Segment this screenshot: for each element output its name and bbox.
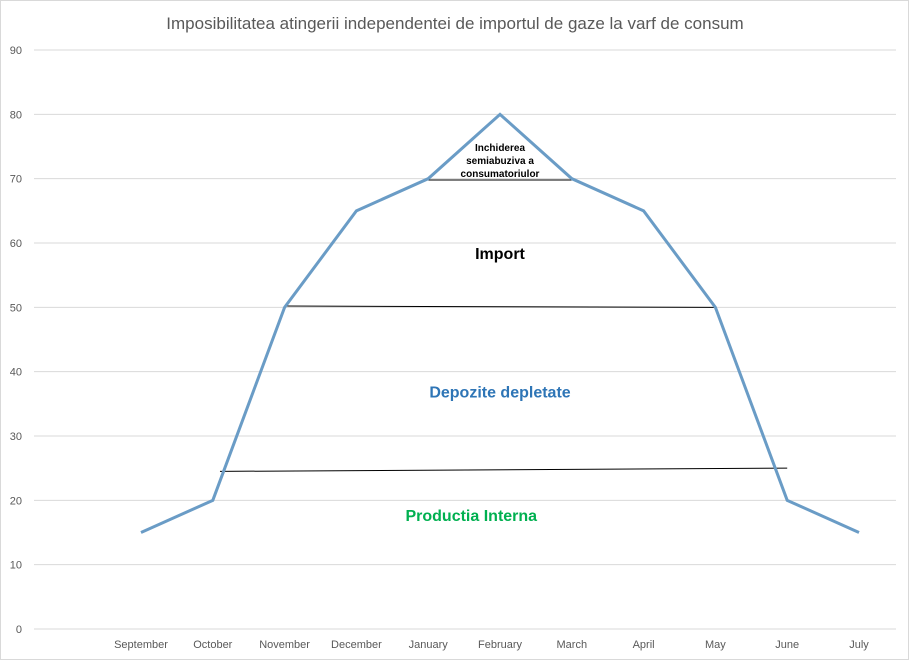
series-line-1	[140, 112, 860, 534]
series-layer	[140, 112, 860, 534]
y-tick-label: 30	[10, 431, 22, 443]
reference-line-2	[284, 305, 716, 308]
y-axis-tick-labels: 0 10 20 30 40 50 60 70 80 90	[10, 45, 22, 636]
annotation-line: consumatoriulor	[461, 169, 540, 180]
y-tick-label: 80	[10, 109, 22, 121]
y-tick-label: 0	[16, 624, 22, 636]
annotation-line: Import	[475, 246, 525, 263]
y-tick-label: 90	[10, 45, 22, 57]
x-tick-label: September	[114, 639, 168, 651]
x-tick-label: April	[633, 639, 655, 651]
y-tick-label: 50	[10, 302, 22, 314]
annotation-line: Inchiderea	[475, 143, 525, 154]
x-tick-label: November	[259, 639, 310, 651]
reference-lines	[219, 179, 788, 472]
annotation-3: Depozite depletate	[429, 384, 570, 401]
y-tick-label: 60	[10, 238, 22, 250]
y-tick-label: 40	[10, 367, 22, 379]
gridlines	[34, 49, 896, 630]
annotation-line: Productia Interna	[405, 508, 537, 525]
x-tick-label: October	[193, 639, 232, 651]
x-tick-label: May	[705, 639, 726, 651]
x-tick-label: June	[775, 639, 799, 651]
x-tick-label: March	[557, 639, 588, 651]
y-tick-label: 20	[10, 495, 22, 507]
x-tick-label: July	[849, 639, 869, 651]
annotation-2: Import	[475, 246, 525, 263]
y-tick-label: 10	[10, 560, 22, 572]
x-tick-label: January	[409, 639, 449, 651]
y-tick-label: 70	[10, 174, 22, 186]
annotation-line: semiabuziva a	[466, 156, 534, 167]
chart-title: Imposibilitatea atingerii independentei …	[166, 14, 743, 33]
annotation-line: Depozite depletate	[429, 384, 570, 401]
annotation-4: Productia Interna	[405, 508, 537, 525]
x-tick-label: February	[478, 639, 523, 651]
annotation-1: Inchiderea semiabuziva a consumatoriulor	[461, 143, 540, 180]
x-tick-label: December	[331, 639, 382, 651]
reference-line-1	[219, 467, 788, 472]
annotations: Inchiderea semiabuziva a consumatoriulor Im…	[405, 143, 570, 525]
x-axis-tick-labels: September October November December January F…	[114, 639, 869, 651]
